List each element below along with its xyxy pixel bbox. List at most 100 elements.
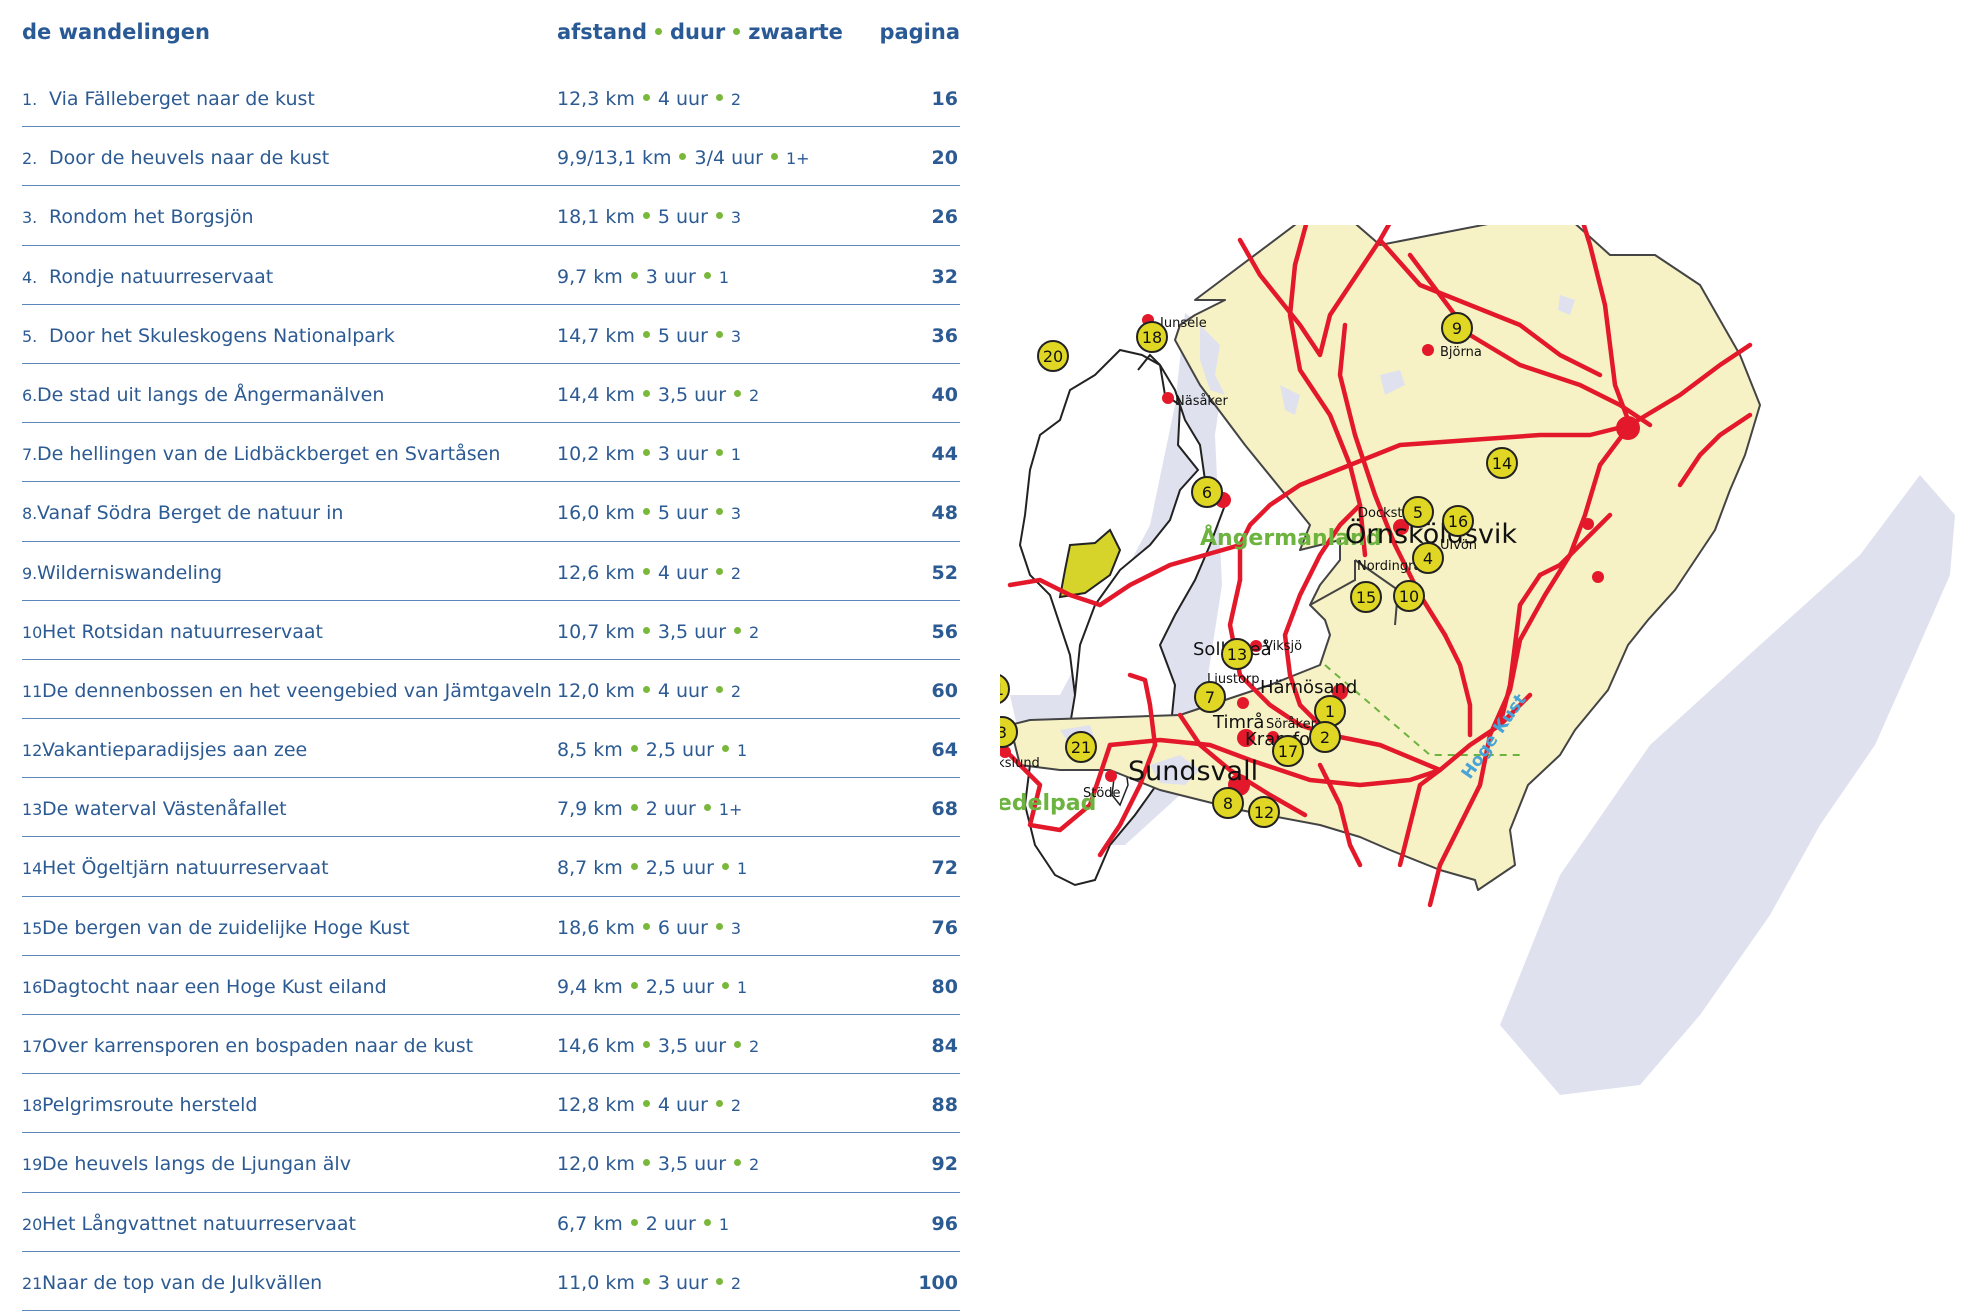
bullet-icon	[715, 685, 723, 693]
walk-distance: 12,0 km	[557, 1153, 635, 1176]
walk-name: Rondom het Borgsjön	[49, 206, 254, 229]
walk-duration: 5 uur	[657, 324, 708, 347]
walk-marker[interactable]: 9	[1441, 312, 1473, 344]
walk-name: De bergen van de zuidelijke Hoge Kust	[42, 916, 410, 939]
walk-stats: 8,5 km 2,5 uur 1	[557, 739, 747, 761]
walk-name: Het Rotsidan natuurreservaat	[42, 620, 324, 643]
walk-marker[interactable]: 21	[1065, 731, 1097, 763]
place-label: Näsåker	[1175, 394, 1228, 409]
walk-number: 8.	[22, 504, 38, 524]
walk-distance: 12,8 km	[557, 1094, 635, 1117]
walk-duration: 6 uur	[657, 916, 708, 939]
bullet-icon	[703, 804, 711, 812]
table-row: 10. Het Rotsidan natuurreservaat 10,7 km 3,…	[22, 601, 960, 660]
walk-marker[interactable]: 10	[1393, 580, 1425, 612]
walk-marker[interactable]: 11	[1000, 674, 1010, 704]
bullet-icon	[642, 94, 650, 101]
table-header: de wandelingen afstand duur zwaarte pagina	[22, 18, 960, 68]
bullet-icon	[642, 922, 650, 930]
walk-number: 7.	[22, 445, 38, 465]
table-row: 7. De hellingen van de Lidbäckberget en S…	[22, 423, 960, 483]
marker-number: 14	[1492, 454, 1512, 473]
walk-number: 10.	[22, 622, 48, 642]
table-row: 5. Door het Skuleskogens Nationalpark 14,7…	[22, 305, 960, 364]
walk-distance: 6,7 km	[557, 1212, 623, 1235]
walk-difficulty: 2	[749, 1155, 760, 1175]
place-label: Docksta	[1358, 506, 1410, 521]
bullet-icon	[703, 271, 711, 279]
walk-marker[interactable]: 18	[1136, 321, 1168, 353]
walk-distance: 11,0 km	[557, 1271, 635, 1294]
walk-page: 84	[931, 1035, 958, 1057]
region-label: Medelpad	[1000, 791, 1096, 816]
walk-marker[interactable]: 16	[1442, 505, 1474, 537]
place-label: Junsele	[1159, 316, 1207, 331]
table-row: 13. De waterval Västenåfallet 7,9 km 2 uur 1…	[22, 778, 960, 838]
walk-page: 16	[931, 88, 958, 110]
bullet-icon	[642, 449, 650, 457]
walk-duration: 4 uur	[657, 1094, 708, 1117]
walk-duration: 2 uur	[645, 798, 696, 821]
walk-distance: 18,6 km	[557, 916, 635, 939]
walk-distance: 18,1 km	[557, 206, 635, 229]
walk-difficulty: 1	[736, 859, 748, 879]
walk-marker[interactable]: 14	[1486, 447, 1518, 479]
bullet-icon	[642, 508, 650, 516]
walk-marker[interactable]: 6	[1191, 476, 1223, 508]
walk-duration: 4 uur	[657, 679, 708, 702]
walk-stats: 14,6 km 3,5 uur 2	[557, 1035, 759, 1057]
walk-stats: 9,4 km 2,5 uur 1	[557, 976, 747, 998]
walk-duration: 3 uur	[657, 1271, 708, 1294]
marker-number: 7	[1205, 688, 1215, 707]
walk-marker[interactable]: 13	[1221, 638, 1253, 670]
walk-page: 32	[931, 265, 958, 288]
walk-marker[interactable]: 4	[1412, 542, 1444, 574]
walk-duration: 5 uur	[657, 206, 708, 229]
walk-difficulty: 3	[730, 208, 742, 228]
walk-stats: 11,0 km 3 uur 2	[557, 1272, 741, 1294]
table-row: 3. Rondom het Borgsjön 18,1 km 5 uur 3 26	[22, 186, 960, 246]
walk-marker[interactable]: 8	[1212, 787, 1244, 819]
walk-name: Wilderniswandeling	[37, 561, 223, 584]
walk-difficulty: 2	[730, 1273, 742, 1293]
walk-marker[interactable]: 12	[1248, 796, 1280, 828]
walk-number: 12.	[22, 741, 48, 761]
walk-duration: 2 uur	[645, 1212, 696, 1235]
walk-marker[interactable]: 15	[1350, 581, 1382, 613]
table-row: 19. De heuvels langs de Ljungan älv 12,0 k…	[22, 1133, 960, 1193]
walk-marker[interactable]: 2	[1309, 721, 1341, 753]
marker-circle	[1350, 581, 1382, 613]
region-map: ÅngermanlandMedelpadHoge KustÖrnsköldsvi…	[1000, 225, 1955, 1095]
walk-number: 6.	[22, 385, 38, 405]
walk-stats: 6,7 km 2 uur 1	[557, 1213, 729, 1235]
marker-number: 15	[1356, 588, 1376, 607]
walk-page: 56	[931, 620, 958, 643]
bullet-icon	[715, 212, 723, 220]
walk-page: 20	[931, 147, 958, 170]
place-label: Viksjö	[1264, 639, 1302, 654]
walk-marker[interactable]: 3	[1000, 716, 1018, 748]
walk-duration: 4 uur	[657, 88, 708, 110]
walk-marker[interactable]: 7	[1194, 681, 1226, 713]
walk-marker[interactable]: 17	[1272, 735, 1304, 767]
town-label: Timrå	[1212, 712, 1264, 733]
bullet-icon	[642, 389, 650, 397]
bullet-icon	[721, 863, 729, 871]
marker-number: 11	[1000, 680, 1004, 699]
marker-circle	[1393, 580, 1425, 612]
walk-duration: 3/4 uur	[694, 147, 763, 170]
bullet-icon	[715, 1100, 723, 1108]
walk-number: 1.	[22, 90, 38, 109]
walk-marker[interactable]: 5	[1402, 496, 1434, 528]
walk-number: 5.	[22, 326, 38, 346]
walk-distance: 8,7 km	[557, 857, 623, 880]
bullet-icon	[715, 449, 723, 457]
marker-circle	[1000, 674, 1010, 704]
walk-number: 20.	[22, 1214, 48, 1234]
col-zwaarte: zwaarte	[748, 20, 843, 44]
walk-marker[interactable]: 1	[1314, 695, 1346, 727]
walk-distance: 9,9/13,1 km	[557, 147, 672, 170]
marker-number: 12	[1254, 803, 1274, 822]
col-pagina: pagina	[879, 20, 960, 44]
walk-marker[interactable]: 20	[1037, 340, 1069, 372]
